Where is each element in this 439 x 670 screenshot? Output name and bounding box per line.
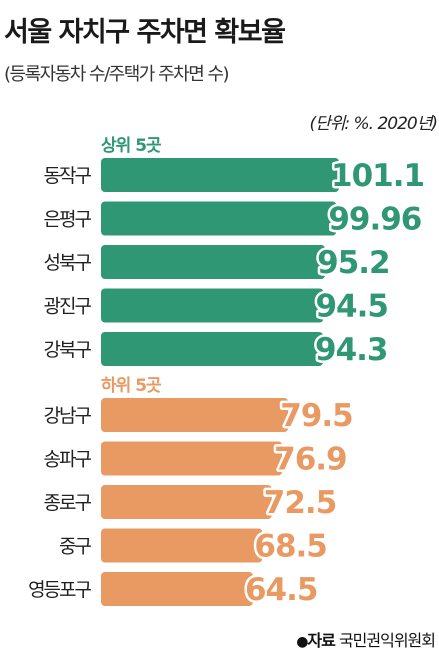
bar bbox=[101, 485, 272, 519]
value-label: 64.5 bbox=[245, 572, 317, 608]
source-label: 자료 bbox=[307, 631, 335, 650]
value-label: 72.5 bbox=[264, 485, 337, 521]
chart-title: 서울 자치구 주차면 확보율 bbox=[4, 17, 286, 48]
value-label: 95.2 bbox=[317, 245, 390, 281]
value-label: 94.5 bbox=[315, 289, 388, 325]
value-label: 94.3 bbox=[315, 332, 388, 368]
bar bbox=[101, 158, 339, 192]
bar bbox=[101, 245, 326, 279]
category-label: 강남구 bbox=[44, 405, 92, 427]
category-label: 중구 bbox=[59, 536, 91, 558]
category-label: 은평구 bbox=[44, 209, 92, 231]
category-label: 동작구 bbox=[44, 165, 92, 187]
category-label: 송파구 bbox=[44, 449, 92, 471]
value-label: 76.9 bbox=[274, 442, 347, 478]
group-label: 하위 5곳 bbox=[101, 376, 162, 396]
bar bbox=[101, 201, 337, 236]
category-label: 광진구 bbox=[44, 296, 92, 318]
source-text: 국민권익위원회 bbox=[338, 631, 436, 650]
value-label: 79.5 bbox=[280, 398, 353, 434]
category-label: 종로구 bbox=[44, 492, 92, 514]
category-label: 성북구 bbox=[44, 252, 92, 274]
value-label: 99.96 bbox=[328, 202, 421, 238]
bullet-icon: ● bbox=[296, 634, 308, 650]
bar bbox=[101, 332, 324, 366]
bar bbox=[101, 572, 253, 606]
category-label: 강북구 bbox=[44, 339, 92, 361]
source-note: ●자료 국민권익위원회 bbox=[296, 627, 436, 651]
chart-subtitle: (등록자동차 수/주택가 주차면 수) bbox=[4, 64, 230, 85]
value-label: 101.1 bbox=[331, 158, 424, 194]
bar bbox=[101, 441, 283, 476]
bar bbox=[101, 398, 289, 432]
group-label: 상위 5곳 bbox=[101, 136, 162, 156]
bar bbox=[101, 528, 263, 563]
category-label: 영등포구 bbox=[28, 579, 91, 601]
value-label: 68.5 bbox=[254, 529, 327, 565]
bar bbox=[101, 288, 324, 323]
unit-note: (단위: %. 2020년) bbox=[309, 114, 438, 134]
